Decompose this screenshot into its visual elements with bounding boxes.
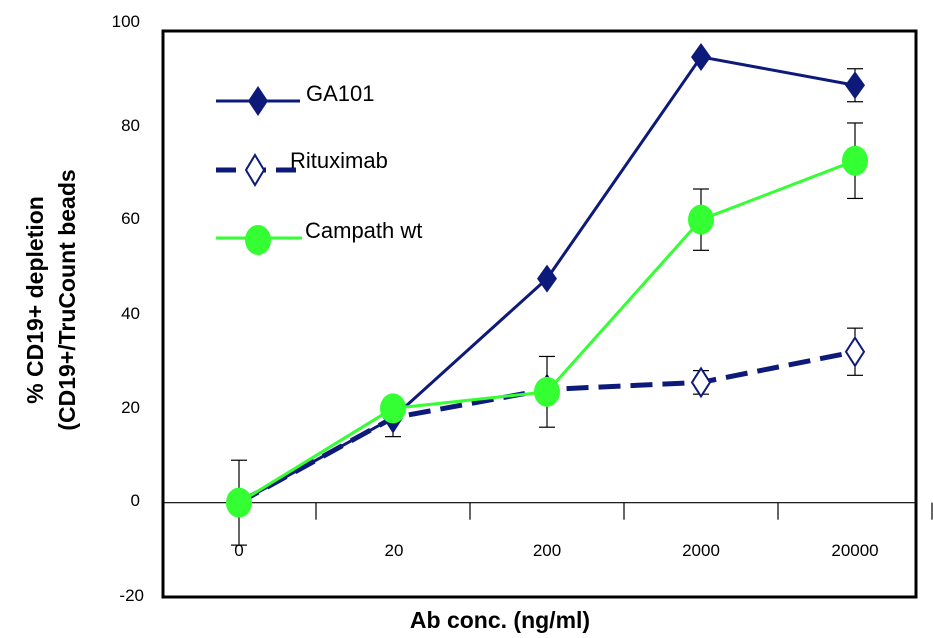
legend-marker-diamond-open [244,153,266,187]
y-tick-label: 0 [131,491,140,510]
x-tick-label: 2000 [682,541,720,560]
series-layer [226,42,868,546]
legend-marker-circle [245,225,271,255]
y-tick-label: 100 [112,12,140,31]
x-axis-title: Ab conc. (ng/ml) [410,607,590,633]
y-tick-label: 80 [121,116,140,135]
series-ga101 [229,42,865,517]
y-axis-title-line2: (CD19+/TruCount beads [54,169,80,430]
data-point [691,42,711,71]
series-campath-wt [226,122,868,546]
data-point [226,487,252,518]
y-tick-labels: 100 80 60 40 20 0 -20 [112,12,144,605]
plot-frame [161,29,918,599]
x-axis [163,502,933,520]
legend-label: GA101 [306,81,375,106]
x-tick-label: 20000 [831,541,878,560]
y-tick-label: -20 [119,586,144,605]
x-tick-labels: 0 20 200 2000 20000 [234,541,878,560]
data-point [537,264,557,293]
x-tick-label: 0 [234,541,243,560]
legend-marker-diamond [248,86,268,116]
data-point [690,366,712,399]
legend-label: Campath wt [305,218,422,243]
legend-label: Rituximab [290,148,388,173]
y-tick-label: 20 [121,398,140,417]
legend: GA101 Rituximab Campath wt [216,81,422,255]
data-point [534,376,560,407]
x-tick-label: 200 [533,541,561,560]
data-point [845,71,865,100]
legend-entry-campath: Campath wt [216,218,422,255]
data-point [380,393,406,424]
data-point [842,145,868,176]
y-tick-label: 60 [121,209,140,228]
x-tick-label: 20 [385,541,404,560]
legend-entry-rituximab: Rituximab [216,148,388,187]
legend-entry-ga101: GA101 [216,81,375,116]
data-point [844,335,866,368]
y-tick-label: 40 [121,304,140,323]
y-axis-title-line1: % CD19+ depletion [22,196,48,404]
data-point [688,204,714,235]
